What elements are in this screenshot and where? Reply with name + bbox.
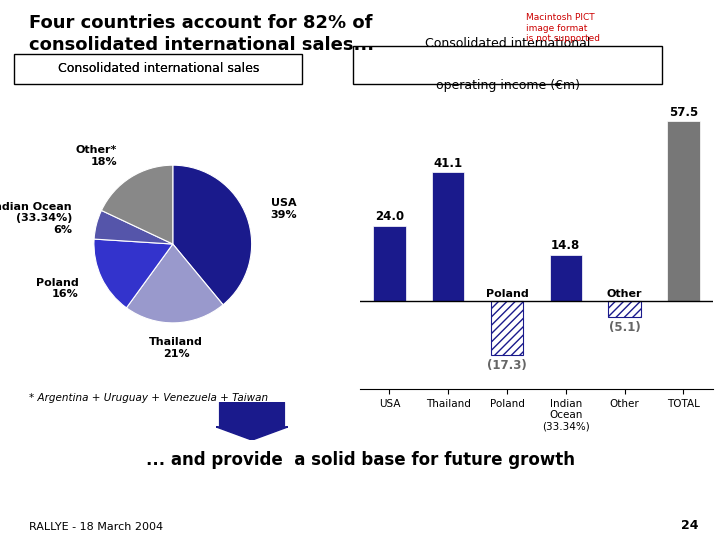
Wedge shape: [173, 165, 252, 305]
Bar: [432, 172, 464, 301]
Text: (17.3): (17.3): [487, 359, 527, 372]
Text: Thailand
21%: Thailand 21%: [149, 338, 203, 359]
Text: 41.1: 41.1: [433, 157, 463, 170]
Bar: [373, 226, 405, 301]
Text: USA
39%: USA 39%: [271, 198, 297, 220]
FancyBboxPatch shape: [353, 46, 662, 84]
Text: Other*
18%: Other* 18%: [76, 145, 117, 167]
Polygon shape: [216, 402, 288, 440]
Wedge shape: [94, 211, 173, 244]
Text: 24.0: 24.0: [375, 211, 404, 224]
FancyBboxPatch shape: [14, 54, 302, 84]
Bar: [667, 121, 700, 301]
Text: 14.8: 14.8: [552, 239, 580, 252]
Text: * Argentina + Uruguay + Venezuela + Taiwan: * Argentina + Uruguay + Venezuela + Taiw…: [29, 393, 268, 403]
Wedge shape: [102, 165, 173, 244]
Text: 24: 24: [681, 519, 698, 532]
Wedge shape: [94, 239, 173, 308]
Text: Poland
16%: Poland 16%: [36, 278, 78, 299]
Text: RALLYE - 18 March 2004: RALLYE - 18 March 2004: [29, 522, 163, 532]
Text: Poland: Poland: [485, 288, 528, 299]
Wedge shape: [127, 244, 223, 323]
Text: Indian Ocean
(33.34%)
6%: Indian Ocean (33.34%) 6%: [0, 201, 72, 235]
Bar: [608, 301, 641, 317]
Text: ... and provide  a solid base for future growth: ... and provide a solid base for future …: [145, 451, 575, 469]
Text: (5.1): (5.1): [608, 321, 641, 334]
Text: Consolidated international sales: Consolidated international sales: [58, 62, 259, 76]
Text: Consolidated international

operating income (€m): Consolidated international operating inc…: [425, 37, 590, 92]
Text: Macintosh PICT
image format
is not supported: Macintosh PICT image format is not suppo…: [526, 14, 600, 43]
Text: 57.5: 57.5: [669, 105, 698, 118]
Text: Other: Other: [607, 288, 642, 299]
Text: Four countries account for 82% of
consolidated international sales...: Four countries account for 82% of consol…: [29, 14, 374, 53]
Text: Consolidated international sales: Consolidated international sales: [58, 62, 259, 76]
Bar: [549, 255, 582, 301]
Bar: [491, 301, 523, 355]
